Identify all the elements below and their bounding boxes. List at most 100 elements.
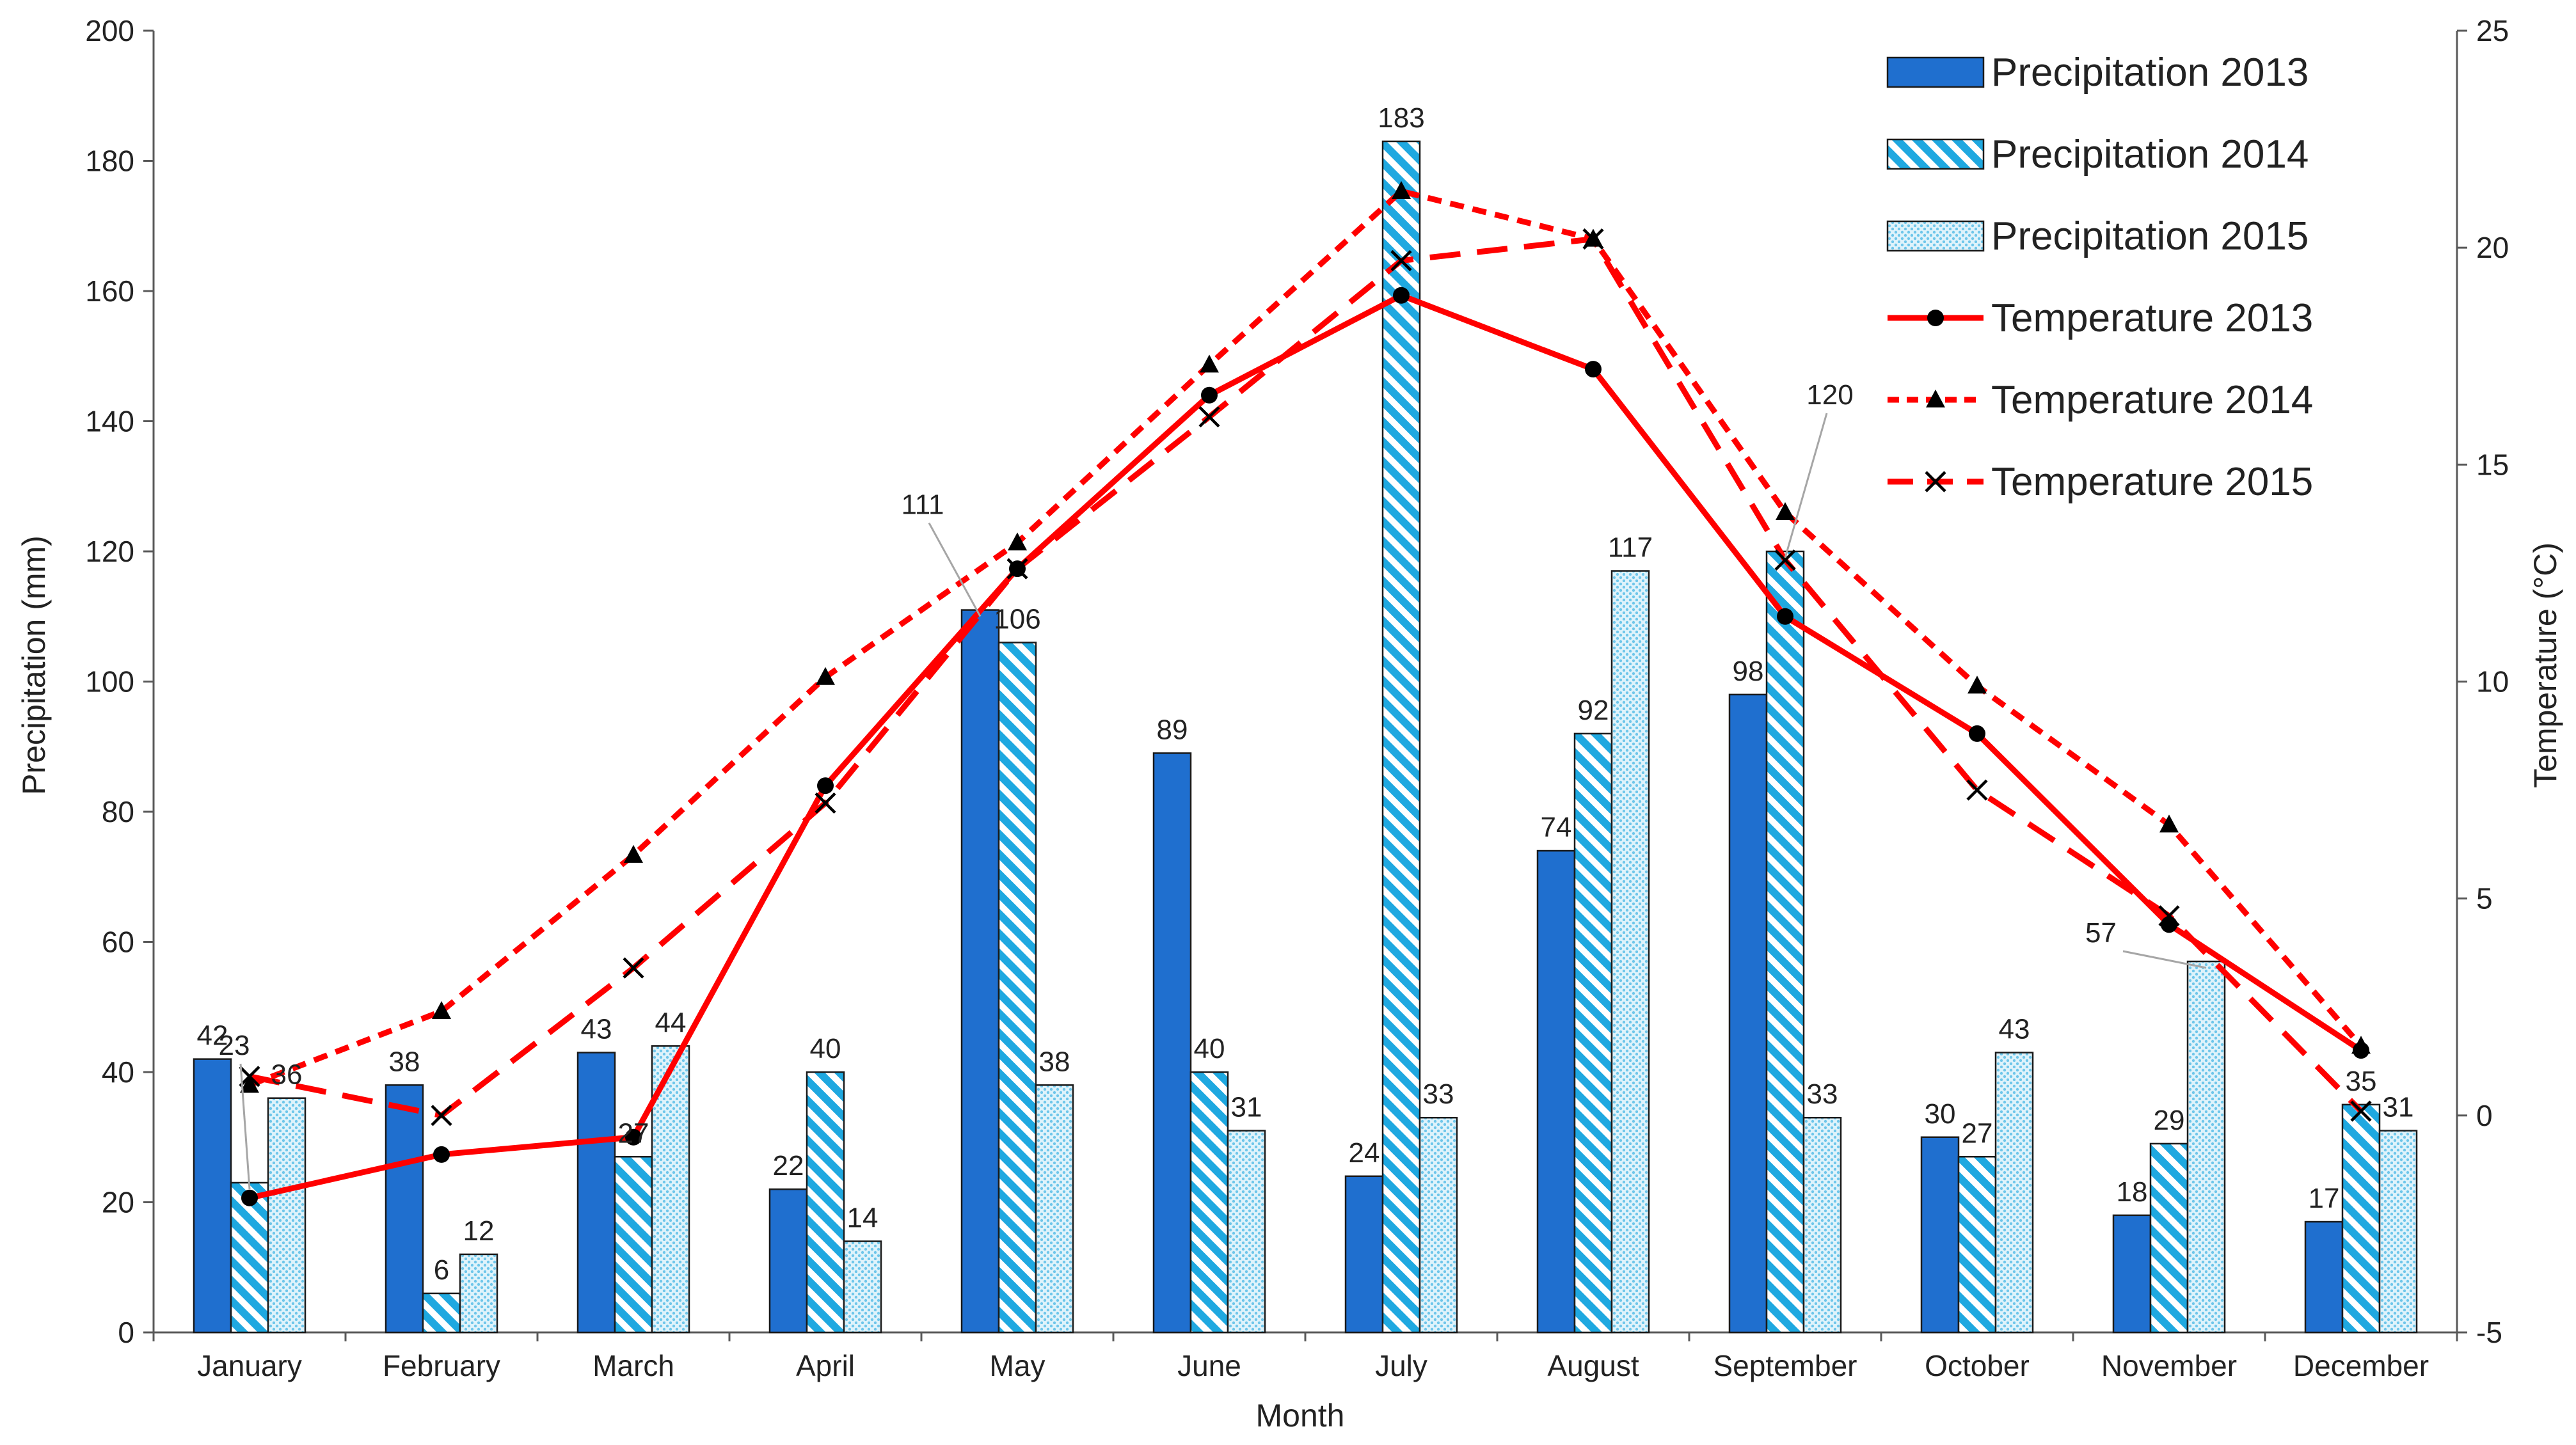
marker-temperature-2015-july	[1390, 249, 1412, 272]
marker-temperature-2014-may	[1008, 532, 1027, 551]
line-temperature-2015	[249, 236, 2364, 1119]
y-left-tick-label: 60	[102, 926, 134, 959]
legend-marker	[1927, 310, 1944, 326]
marker-temperature-2013-september	[1777, 608, 1793, 625]
data-label: 33	[1423, 1078, 1454, 1110]
data-label: 40	[810, 1033, 841, 1064]
legend-item-temperature-2013: Temperature 2013	[1888, 296, 2313, 340]
data-label: 33	[1807, 1078, 1838, 1110]
axes-layer: 0 20 40 60 80 100 120 140 160 180 200 -5 0 5 10 15 20 25 J…	[85, 14, 2509, 1382]
legend-label: Precipitation 2015	[1991, 214, 2309, 258]
legend-label: Temperature 2013	[1991, 296, 2313, 340]
y-right-tick-label: 10	[2476, 665, 2509, 699]
marker-temperature-2013-february	[433, 1146, 450, 1163]
data-label: 23	[219, 1030, 250, 1061]
y-right-tick-label: -5	[2476, 1316, 2502, 1349]
marker-temperature-2015-november	[2158, 905, 2180, 927]
y-right-tick-label: 15	[2476, 448, 2509, 481]
legend-item-precipitation-2013: Precipitation 2013	[1886, 51, 2309, 95]
bar-precipitation-2015-october	[1994, 1052, 2034, 1334]
data-label: 120	[1806, 379, 1853, 411]
legend-item-precipitation-2015: Precipitation 2015	[1886, 214, 2309, 258]
x-tick-label: January	[197, 1349, 302, 1382]
bar-precipitation-2013-june	[1152, 752, 1192, 1334]
marker-temperature-2013-november	[2161, 916, 2177, 933]
bar-precipitation-2014-august	[1573, 732, 1613, 1334]
marker-temperature-2014-march	[624, 844, 643, 863]
y-axis-right-title: Temperature (°C)	[2527, 542, 2563, 788]
marker-temperature-2015-august	[1582, 228, 1604, 250]
y-left-tick-label: 40	[102, 1055, 134, 1089]
data-label: 92	[1578, 695, 1609, 726]
data-label: 31	[1231, 1092, 1262, 1123]
marker-temperature-2014-february	[432, 1001, 451, 1020]
data-label: 43	[1999, 1013, 2030, 1045]
x-tick-label: May	[990, 1349, 1046, 1382]
bar-precipitation-2013-february	[385, 1084, 424, 1334]
bar-precipitation-2014-december	[2341, 1103, 2381, 1334]
data-label-leader-line	[239, 1063, 251, 1190]
data-label: 38	[1039, 1046, 1070, 1077]
y-left-tick-label: 100	[85, 665, 134, 699]
legend-swatch	[1886, 56, 1985, 88]
marker-temperature-2015-september	[1774, 549, 1796, 571]
data-label: 43	[581, 1013, 612, 1045]
bar-precipitation-2014-september	[1765, 550, 1805, 1334]
y-right-tick-label: 5	[2476, 882, 2493, 915]
legend-item-precipitation-2014: Precipitation 2014	[1886, 132, 2309, 177]
y-axis-left-title: Precipitation (mm)	[16, 535, 52, 795]
bar-precipitation-2014-april	[806, 1071, 845, 1334]
data-label: 89	[1157, 714, 1188, 745]
data-label-leader-line	[2122, 950, 2207, 969]
bar-precipitation-2013-january	[193, 1058, 232, 1334]
data-label: 98	[1733, 656, 1764, 687]
marker-temperature-2015-may	[1006, 558, 1028, 580]
data-label-leader-line	[1784, 413, 1828, 558]
bar-precipitation-2014-july	[1381, 140, 1421, 1334]
marker-temperature-2015-march	[623, 957, 644, 979]
marker-temperature-2015-january	[239, 1066, 260, 1087]
y-right-tick-label: 20	[2476, 231, 2509, 264]
x-tick-label: June	[1177, 1349, 1241, 1382]
data-label: 27	[618, 1117, 649, 1149]
line-temperature-2014	[248, 188, 2364, 1088]
data-label: 111	[902, 489, 944, 521]
marker-temperature-2014-december	[2351, 1036, 2371, 1054]
marker-temperature-2015-december	[2350, 1100, 2372, 1122]
x-tick-label: August	[1547, 1349, 1639, 1382]
marker-temperature-2013-august	[1585, 361, 1602, 378]
bar-precipitation-2014-june	[1189, 1071, 1229, 1334]
data-label: 183	[1378, 102, 1424, 134]
marker-temperature-2013-january	[241, 1189, 258, 1206]
x-tick-label: November	[2101, 1349, 2237, 1382]
data-label: 14	[847, 1203, 879, 1234]
bar-precipitation-2015-july	[1419, 1116, 1458, 1334]
marker-temperature-2014-october	[1968, 675, 1987, 694]
bar-precipitation-2014-january	[230, 1181, 269, 1334]
marker-temperature-2013-july	[1393, 287, 1410, 304]
legend-label: Precipitation 2014	[1991, 132, 2309, 177]
y-left-tick-label: 140	[85, 405, 134, 438]
y-right-tick-label: 0	[2476, 1099, 2493, 1132]
line-temperature-2013	[249, 292, 2363, 1201]
bars-layer	[193, 140, 2418, 1334]
legend-swatch	[1886, 138, 1985, 170]
bar-precipitation-2015-june	[1227, 1130, 1266, 1334]
marker-temperature-2015-october	[1966, 779, 1988, 801]
data-label: 17	[2309, 1183, 2340, 1214]
data-label: 31	[2383, 1092, 2414, 1123]
data-labels-layer: 42 38 43 22 111 89 24 74 98 30 18 17 23 6 27 40 106 40 183…	[197, 102, 2414, 1286]
bar-precipitation-2013-august	[1536, 849, 1576, 1334]
bar-precipitation-2015-january	[267, 1097, 306, 1334]
y-left-tick-label: 180	[85, 145, 134, 178]
bar-precipitation-2013-may	[960, 609, 1000, 1334]
data-label: 106	[994, 603, 1040, 635]
data-label: 44	[655, 1007, 687, 1038]
x-tick-label: October	[1925, 1349, 2030, 1382]
data-label: 36	[271, 1059, 303, 1091]
bar-precipitation-2013-july	[1344, 1175, 1384, 1334]
data-label-leader-line	[928, 522, 982, 617]
bar-precipitation-2015-november	[2186, 960, 2226, 1334]
bar-precipitation-2013-november	[2112, 1214, 2152, 1334]
bar-precipitation-2014-october	[1957, 1156, 1997, 1334]
